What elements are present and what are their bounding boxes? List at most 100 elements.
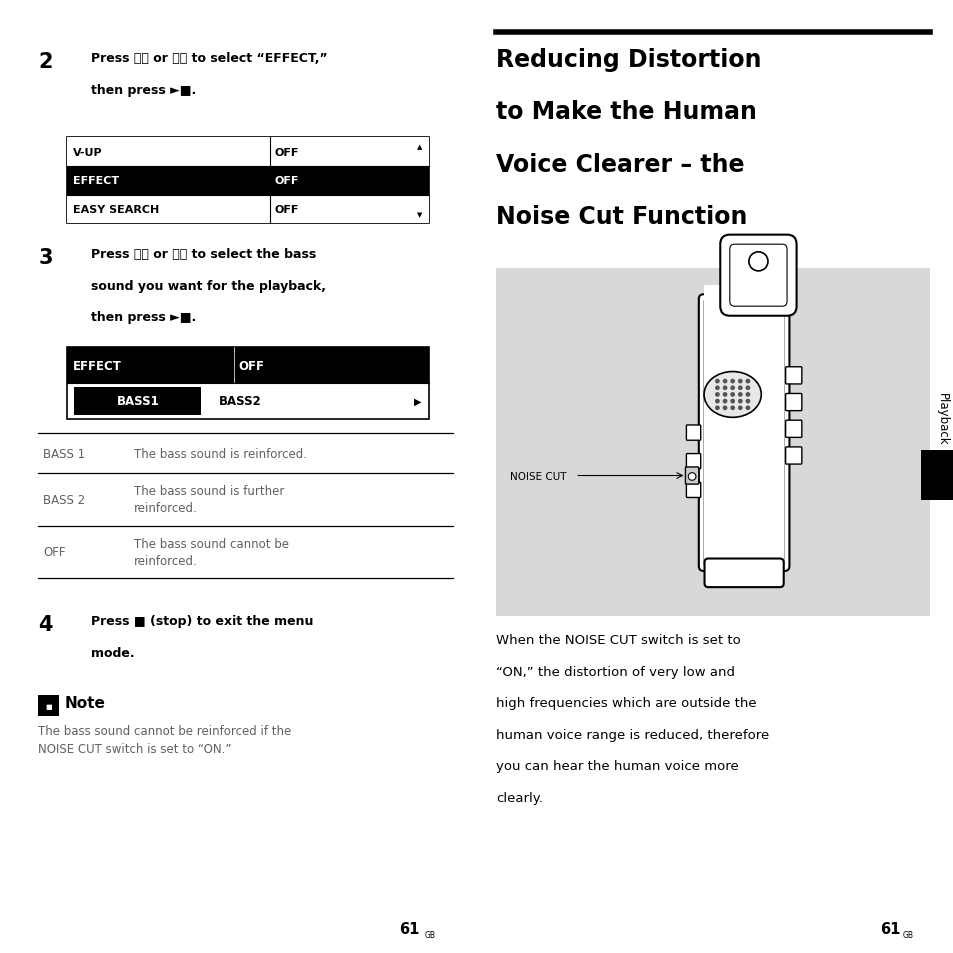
FancyBboxPatch shape <box>785 448 801 465</box>
Circle shape <box>730 406 734 411</box>
Text: then press ►■.: then press ►■. <box>91 311 195 324</box>
FancyBboxPatch shape <box>720 235 796 316</box>
Circle shape <box>715 386 719 391</box>
Circle shape <box>730 379 734 384</box>
Text: Press ⏮⏮ or ⏭⏭ to select the bass: Press ⏮⏮ or ⏭⏭ to select the bass <box>91 248 315 261</box>
Text: Noise Cut Function: Noise Cut Function <box>496 205 746 229</box>
Text: ■: ■ <box>46 703 51 709</box>
Text: OFF: OFF <box>274 205 298 214</box>
FancyBboxPatch shape <box>67 348 429 383</box>
Circle shape <box>738 379 741 384</box>
Circle shape <box>730 393 734 397</box>
Text: OFF: OFF <box>274 148 298 157</box>
Text: EASY SEARCH: EASY SEARCH <box>72 205 158 214</box>
FancyBboxPatch shape <box>698 295 789 572</box>
Text: ▲: ▲ <box>416 144 422 150</box>
Circle shape <box>745 386 749 391</box>
FancyBboxPatch shape <box>67 138 429 224</box>
Text: human voice range is reduced, therefore: human voice range is reduced, therefore <box>496 728 768 741</box>
Circle shape <box>748 253 767 272</box>
Ellipse shape <box>703 372 760 417</box>
Circle shape <box>738 393 741 397</box>
Text: EFFECT: EFFECT <box>72 176 118 186</box>
Circle shape <box>722 379 727 384</box>
Text: GB: GB <box>424 930 436 939</box>
Text: sound you want for the playback,: sound you want for the playback, <box>91 279 325 293</box>
Circle shape <box>745 393 749 397</box>
Text: BASS1: BASS1 <box>116 395 159 408</box>
FancyBboxPatch shape <box>67 138 429 167</box>
FancyBboxPatch shape <box>38 696 59 717</box>
Circle shape <box>745 399 749 404</box>
FancyBboxPatch shape <box>702 286 783 305</box>
Text: clearly.: clearly. <box>496 791 542 804</box>
FancyBboxPatch shape <box>685 455 700 470</box>
Circle shape <box>730 399 734 404</box>
Text: GB: GB <box>902 930 913 939</box>
Circle shape <box>745 406 749 411</box>
Text: 61: 61 <box>880 921 900 936</box>
Circle shape <box>687 474 696 481</box>
Text: Press ■ (stop) to exit the menu: Press ■ (stop) to exit the menu <box>91 615 313 628</box>
Text: reinforced.: reinforced. <box>133 555 197 567</box>
FancyBboxPatch shape <box>496 269 929 617</box>
FancyBboxPatch shape <box>67 348 429 419</box>
FancyBboxPatch shape <box>785 368 801 385</box>
Text: ▶: ▶ <box>414 396 421 406</box>
Text: high frequencies which are outside the: high frequencies which are outside the <box>496 697 756 710</box>
FancyBboxPatch shape <box>920 451 953 500</box>
Text: OFF: OFF <box>238 359 264 373</box>
Circle shape <box>715 399 719 404</box>
Text: BASS2: BASS2 <box>218 395 261 408</box>
Circle shape <box>722 393 727 397</box>
Circle shape <box>715 393 719 397</box>
FancyBboxPatch shape <box>684 468 698 485</box>
Circle shape <box>738 399 741 404</box>
Circle shape <box>738 386 741 391</box>
Text: ▼: ▼ <box>416 213 422 218</box>
Text: 2: 2 <box>38 52 52 72</box>
Text: Press ⏮⏮ or ⏭⏭ to select “EFFECT,”: Press ⏮⏮ or ⏭⏭ to select “EFFECT,” <box>91 52 327 66</box>
Text: When the NOISE CUT switch is set to: When the NOISE CUT switch is set to <box>496 634 740 647</box>
Text: mode.: mode. <box>91 646 134 659</box>
Circle shape <box>738 406 741 411</box>
FancyBboxPatch shape <box>785 421 801 438</box>
Circle shape <box>722 399 727 404</box>
Circle shape <box>722 406 727 411</box>
Text: The bass sound is reinforced.: The bass sound is reinforced. <box>133 447 306 460</box>
FancyBboxPatch shape <box>703 558 783 587</box>
Circle shape <box>722 386 727 391</box>
FancyBboxPatch shape <box>67 195 429 224</box>
Circle shape <box>730 386 734 391</box>
FancyBboxPatch shape <box>685 426 700 441</box>
FancyBboxPatch shape <box>729 245 786 307</box>
Text: Playback: Playback <box>935 393 948 446</box>
Circle shape <box>745 379 749 384</box>
Text: “ON,” the distortion of very low and: “ON,” the distortion of very low and <box>496 665 735 679</box>
Text: The bass sound is further: The bass sound is further <box>133 485 284 497</box>
Circle shape <box>715 406 719 411</box>
Text: NOISE CUT: NOISE CUT <box>510 471 566 481</box>
Text: The bass sound cannot be reinforced if the
NOISE CUT switch is set to “ON.”: The bass sound cannot be reinforced if t… <box>38 724 291 755</box>
Text: Note: Note <box>65 696 106 711</box>
Text: BASS 1: BASS 1 <box>43 447 85 460</box>
Text: V-UP: V-UP <box>72 148 102 157</box>
FancyBboxPatch shape <box>74 387 201 416</box>
Text: BASS 2: BASS 2 <box>43 494 85 506</box>
FancyBboxPatch shape <box>67 167 429 195</box>
Text: reinforced.: reinforced. <box>133 502 197 515</box>
Text: Voice Clearer – the: Voice Clearer – the <box>496 152 743 176</box>
Text: 3: 3 <box>38 248 52 268</box>
Text: to Make the Human: to Make the Human <box>496 100 756 124</box>
Text: EFFECT: EFFECT <box>72 359 121 373</box>
Circle shape <box>715 379 719 384</box>
FancyBboxPatch shape <box>702 300 783 566</box>
Text: you can hear the human voice more: you can hear the human voice more <box>496 760 738 773</box>
Text: 4: 4 <box>38 615 52 635</box>
Text: then press ►■.: then press ►■. <box>91 84 195 97</box>
Text: OFF: OFF <box>274 176 298 186</box>
Text: OFF: OFF <box>43 546 66 558</box>
FancyBboxPatch shape <box>685 483 700 498</box>
Text: Reducing Distortion: Reducing Distortion <box>496 48 760 71</box>
FancyBboxPatch shape <box>785 395 801 412</box>
